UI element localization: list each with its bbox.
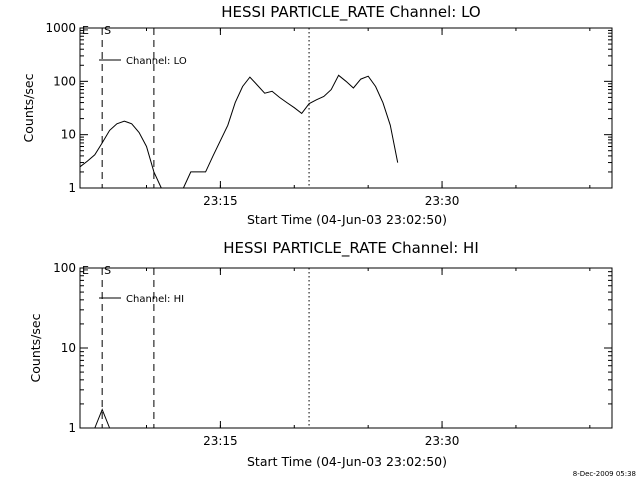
x-axis-label-lo: Start Time (04-Jun-03 23:02:50) bbox=[247, 212, 447, 227]
y-tick-label: 1 bbox=[68, 181, 76, 195]
x-tick-label: 23:15 bbox=[203, 194, 238, 208]
legend-label-hi: Channel: HI bbox=[126, 294, 184, 305]
y-tick-label: 10 bbox=[61, 341, 76, 355]
y-tick-label: 100 bbox=[53, 261, 76, 275]
x-tick-label: 23:15 bbox=[203, 434, 238, 448]
footer-timestamp: 8-Dec-2009 05:38 bbox=[573, 470, 636, 478]
series-line bbox=[79, 120, 162, 189]
x-tick-label: 23:30 bbox=[425, 194, 460, 208]
series-line bbox=[182, 74, 399, 189]
corner-label-e: E bbox=[82, 24, 89, 37]
y-tick-label: 1000 bbox=[45, 21, 76, 35]
panel-hi: HESSI PARTICLE_RATE Channel: HI SFES 23:… bbox=[28, 239, 613, 469]
y-tick-label: 1 bbox=[68, 421, 76, 435]
y-axis-label-lo: Counts/sec bbox=[21, 73, 36, 142]
legend-label-lo: Channel: LO bbox=[126, 56, 187, 67]
event-label: S bbox=[104, 24, 111, 37]
event-label: S bbox=[104, 264, 111, 277]
series-line bbox=[94, 408, 111, 429]
y-tick-label: 100 bbox=[53, 74, 76, 88]
plot-frame bbox=[79, 267, 613, 429]
y-axis-label-hi: Counts/sec bbox=[28, 313, 43, 382]
x-tick-label: 23:30 bbox=[425, 434, 460, 448]
panel-lo: HESSI PARTICLE_RATE Channel: LO SFES 23:… bbox=[21, 3, 613, 227]
chart-title-lo: HESSI PARTICLE_RATE Channel: LO bbox=[221, 3, 480, 22]
corner-label-e: E bbox=[82, 264, 89, 277]
plot-frame bbox=[79, 27, 613, 189]
x-axis-label-hi: Start Time (04-Jun-03 23:02:50) bbox=[247, 454, 447, 469]
chart-title-hi: HESSI PARTICLE_RATE Channel: HI bbox=[223, 239, 479, 258]
y-tick-label: 10 bbox=[61, 128, 76, 142]
